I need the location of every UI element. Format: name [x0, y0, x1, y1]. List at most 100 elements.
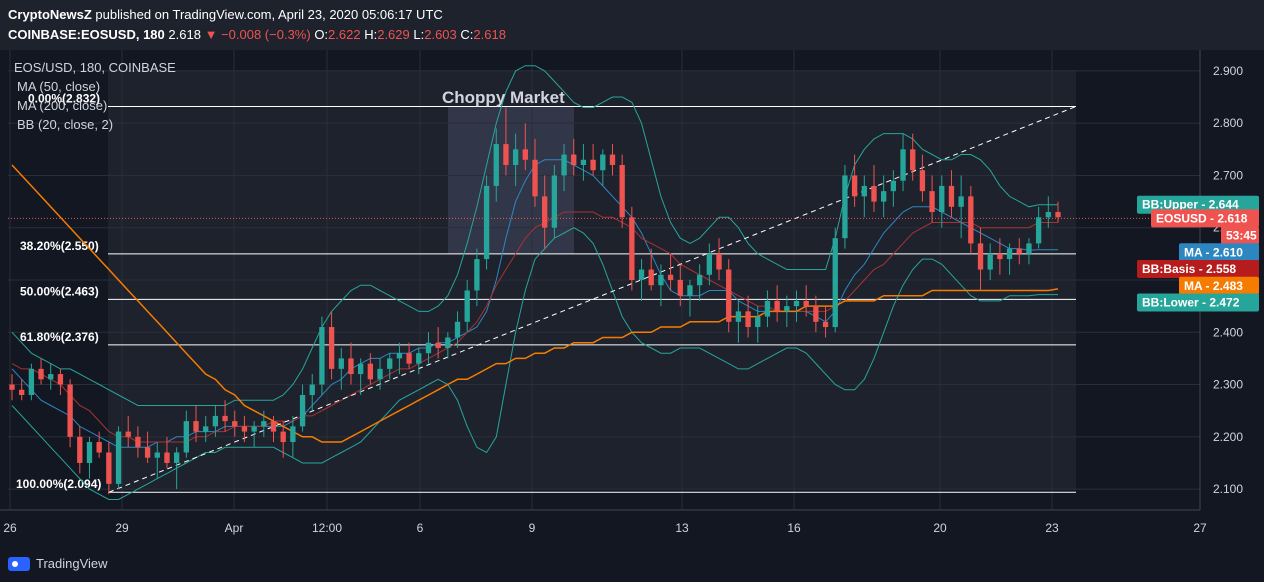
publisher-name[interactable]: CryptoNewsZ	[8, 7, 92, 22]
candle-body	[319, 327, 325, 385]
price-chart[interactable]: 0.00%(2.832)38.20%(2.550)50.00%(2.463)61…	[0, 50, 1264, 550]
open-label: O:	[314, 27, 329, 42]
candle-body	[251, 426, 257, 432]
candle-body	[387, 358, 393, 369]
candle-body	[919, 170, 926, 192]
chart-grid	[8, 50, 1201, 510]
candle-body	[890, 180, 897, 192]
fib-label: 0.00%(2.832)	[28, 91, 100, 105]
candle-body	[755, 316, 761, 328]
candle-body	[580, 159, 587, 165]
candle-body	[571, 154, 577, 165]
candle-body	[280, 431, 286, 443]
candle-body	[57, 374, 64, 385]
close-label: C:	[460, 27, 474, 42]
y-tick-label: 2.900	[1213, 64, 1243, 78]
high-label: H:	[364, 27, 378, 42]
fib-label: 38.20%(2.550)	[20, 239, 99, 253]
chart-area[interactable]: 0.00%(2.832) 38.20%(2.550) 50.00%(2.463) 61…	[0, 50, 1264, 550]
axes: 2.9002.8002.7002.6002.5002.4002.3002.200…	[0, 50, 1243, 535]
candle-body	[687, 285, 693, 296]
candle-body	[358, 363, 364, 375]
fibonacci-levels: 0.00%(2.832) 38.20%(2.550) 50.00%(2.463) 61…	[16, 91, 1076, 493]
candle-body	[396, 353, 403, 359]
candle-body	[861, 185, 867, 197]
candle-body	[658, 274, 664, 286]
change-value: 0.008 (−0.3%)	[228, 27, 311, 42]
candle-body	[212, 415, 219, 427]
candle-body	[948, 185, 955, 207]
candle-body	[67, 384, 73, 437]
candle-body	[503, 144, 509, 165]
candle-body	[968, 196, 974, 244]
candle-body	[522, 149, 528, 160]
candle-body	[997, 253, 1003, 260]
candle-body	[38, 368, 44, 380]
x-tick-label: 12:00	[312, 521, 342, 535]
chart-legend: EOS/USD, 180, COINBASE MA (50, close) MA…	[14, 60, 176, 132]
candle-body	[348, 358, 354, 375]
candle-body	[367, 363, 374, 380]
close-value: 2.618	[473, 27, 506, 42]
bb-lower-line	[11, 227, 1058, 500]
candle-body	[532, 159, 538, 197]
candle-body	[261, 421, 267, 427]
candle-body	[173, 452, 180, 463]
legend-symbol[interactable]: EOS/USD, 180, COINBASE	[14, 60, 176, 75]
x-tick-label: 27	[1193, 521, 1207, 535]
candle-body	[222, 415, 228, 422]
candle-body	[1045, 212, 1051, 218]
symbol-label[interactable]: COINBASE:EOSUSD, 180	[8, 27, 165, 42]
candle-body	[135, 436, 141, 448]
candle-body	[629, 217, 635, 280]
candle-body	[115, 431, 122, 484]
candle-body	[677, 280, 683, 296]
candle-body	[667, 274, 674, 280]
price-tag-label: EOSUSD - 2.618	[1156, 211, 1248, 225]
legend-ma200[interactable]: MA (200, close)	[17, 98, 107, 113]
chart-header: CryptoNewsZ published on TradingView.com…	[0, 0, 1264, 50]
legend-ma50[interactable]: MA (50, close)	[17, 79, 100, 94]
candle-body	[745, 311, 751, 328]
candle-body	[454, 321, 461, 338]
candle-body	[716, 253, 722, 270]
x-tick-label: 29	[115, 521, 129, 535]
publish-line: CryptoNewsZ published on TradingView.com…	[8, 7, 443, 22]
indicator-lines	[8, 65, 1200, 500]
candle-body	[929, 191, 935, 213]
x-tick-label: 13	[675, 521, 689, 535]
price-tag-label: BB:Basis - 2.558	[1142, 262, 1236, 276]
candle-body	[774, 300, 780, 312]
open-value: 2.622	[328, 27, 361, 42]
candle-body	[871, 185, 877, 202]
candle-body	[512, 149, 519, 165]
candle-body	[19, 389, 25, 395]
tradingview-logo[interactable]: TradingView	[8, 556, 108, 571]
x-tick-label: 23	[1045, 521, 1059, 535]
candle-body	[406, 353, 412, 364]
candle-body	[425, 342, 432, 354]
change-sign: −	[221, 27, 229, 42]
y-tick-label: 2.200	[1213, 430, 1243, 444]
fib-label: 61.80%(2.376)	[20, 330, 99, 344]
ma200-line	[11, 164, 1059, 443]
candle-body	[977, 243, 984, 270]
candle-body	[706, 253, 712, 275]
candle-body	[125, 431, 131, 437]
price-tag-label: BB:Upper - 2.644	[1142, 198, 1239, 212]
candle-body	[48, 374, 54, 380]
x-tick-label: 20	[933, 521, 947, 535]
legend-bb[interactable]: BB (20, close, 2)	[17, 117, 113, 132]
candle-body	[813, 306, 819, 322]
x-tick-label: 9	[529, 521, 536, 535]
candle-body	[542, 196, 548, 228]
candle-body	[106, 452, 112, 484]
candle-body	[696, 274, 703, 286]
candle-body	[638, 269, 645, 280]
annotation-title: Choppy Market	[442, 88, 565, 107]
y-tick-label: 2.700	[1213, 168, 1243, 182]
price-tag	[1221, 226, 1259, 245]
candle-body	[183, 421, 189, 453]
candle-body	[832, 238, 838, 328]
